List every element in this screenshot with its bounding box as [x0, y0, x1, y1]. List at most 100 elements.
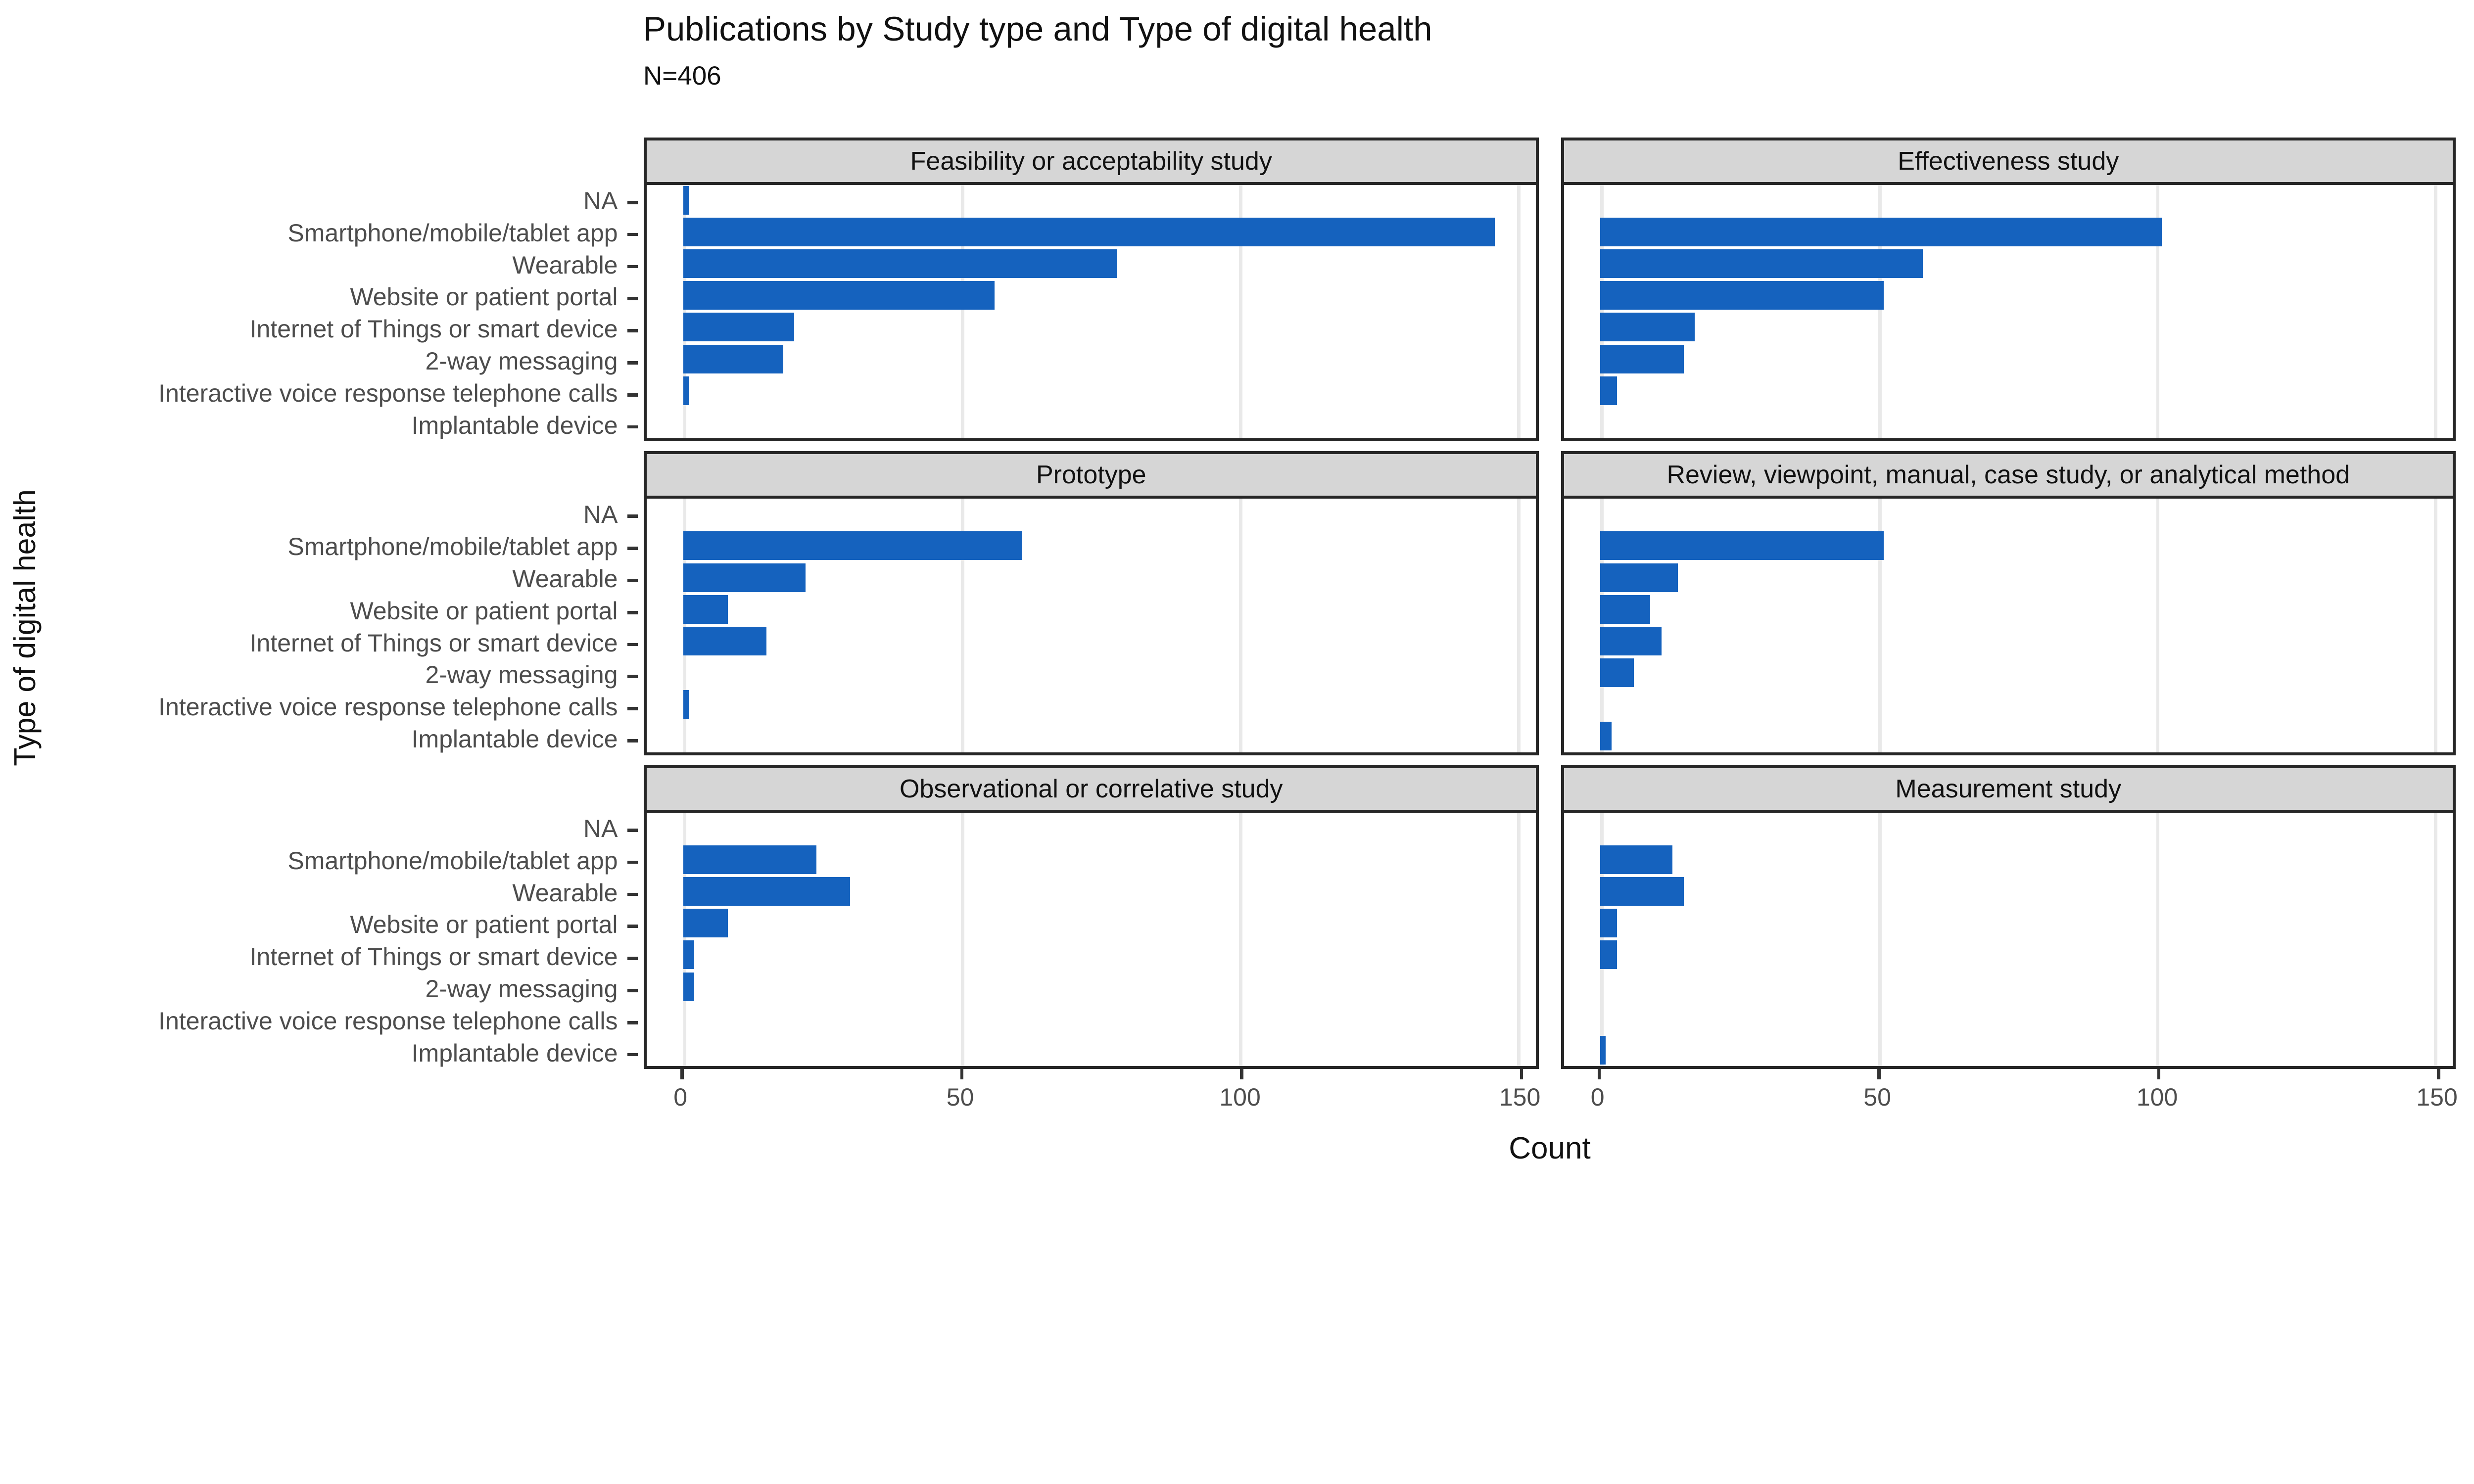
facet-strip-label: Observational or correlative study	[899, 774, 1283, 803]
category-label: Internet of Things or smart device	[249, 629, 618, 657]
major-gridline	[1239, 812, 1242, 1066]
x-tick-label: 100	[2136, 1083, 2178, 1111]
bar	[1600, 1035, 1606, 1065]
y-tick-mark	[627, 1053, 638, 1057]
x-tick-mark	[1520, 1069, 1523, 1079]
figure: Publications by Study type and Type of d…	[0, 9, 2458, 1166]
major-gridline	[961, 498, 965, 752]
bar	[1600, 376, 1617, 405]
category-label: Internet of Things or smart device	[249, 315, 618, 343]
bar	[1600, 940, 1617, 970]
x-axis-ticks: 0 50 100 150	[644, 1069, 1540, 1122]
x-tick-mark	[1877, 1069, 1881, 1079]
category-label: NA	[583, 186, 618, 215]
category-label: Implantable device	[411, 411, 618, 439]
bar	[683, 344, 783, 373]
y-tick-mark	[627, 579, 638, 582]
chart-subtitle: N=406	[643, 61, 721, 91]
category-label: NA	[583, 501, 618, 529]
category-label: Wearable	[512, 565, 618, 593]
major-gridline	[961, 812, 965, 1066]
facet-strip-label: Prototype	[1036, 461, 1146, 489]
facet-strip: Observational or correlative study	[644, 765, 1539, 813]
bar	[1600, 344, 1684, 373]
y-tick-mark	[627, 643, 638, 647]
major-gridline	[683, 812, 687, 1066]
bar	[683, 376, 689, 405]
facet-panel	[1561, 809, 2456, 1069]
y-tick-mark	[627, 329, 638, 332]
major-gridline	[2156, 498, 2160, 752]
category-label: Wearable	[512, 251, 618, 279]
category-label: Website or patient portal	[350, 597, 618, 625]
major-gridline	[2156, 184, 2160, 438]
bar	[1600, 845, 1673, 874]
y-axis-labels: NA Smartphone/mobile/tablet app Wearable We…	[0, 813, 644, 1069]
major-gridline	[961, 184, 965, 438]
bar	[1600, 909, 1617, 938]
bar	[1600, 722, 1612, 751]
y-tick-mark	[627, 1020, 638, 1024]
major-gridline	[1878, 498, 1882, 752]
x-tick-label: 50	[1863, 1083, 1891, 1111]
x-tick-mark	[960, 1069, 964, 1079]
y-axis-labels: NA Smartphone/mobile/tablet app Wearable We…	[0, 185, 644, 442]
bar	[1600, 249, 1923, 278]
y-tick-mark	[627, 425, 638, 429]
bar	[683, 626, 767, 655]
y-tick-mark	[627, 265, 638, 269]
y-tick-mark	[627, 361, 638, 365]
facet-strip: Effectiveness study	[1561, 137, 2456, 185]
bar	[1600, 217, 2162, 246]
major-gridline	[683, 184, 687, 438]
category-label: Wearable	[512, 879, 618, 907]
category-label: Interactive voice response telephone cal…	[158, 693, 618, 721]
bar	[683, 877, 850, 906]
major-gridline	[2156, 812, 2160, 1066]
bar	[683, 940, 695, 970]
bar	[1600, 626, 1662, 655]
major-gridline	[1600, 184, 1604, 438]
major-gridline	[1239, 184, 1242, 438]
x-tick-label: 0	[1590, 1083, 1605, 1111]
y-axis-labels: NA Smartphone/mobile/tablet app Wearable We…	[0, 499, 644, 755]
y-tick-mark	[627, 675, 638, 679]
major-gridline	[1517, 498, 1521, 752]
x-axis-ticks: 0 50 100 150	[1561, 1069, 2458, 1122]
facet-panel	[644, 495, 1539, 755]
facet-panel	[644, 181, 1539, 441]
bar	[1600, 563, 1678, 592]
bar	[1600, 281, 1884, 310]
bar	[683, 690, 689, 719]
category-label: Smartphone/mobile/tablet app	[287, 846, 618, 875]
category-label: Interactive voice response telephone cal…	[158, 379, 618, 407]
bar	[1600, 313, 1695, 342]
y-tick-mark	[627, 514, 638, 518]
major-gridline	[1517, 812, 1521, 1066]
y-tick-mark	[627, 925, 638, 928]
y-tick-mark	[627, 860, 638, 864]
y-tick-mark	[627, 892, 638, 896]
chart-title: Publications by Study type and Type of d…	[643, 9, 1432, 48]
bar	[683, 972, 695, 1001]
y-tick-mark	[627, 988, 638, 992]
facet-panel	[644, 809, 1539, 1069]
x-tick-label: 100	[1219, 1083, 1261, 1111]
category-label: 2-way messaging	[425, 347, 618, 375]
facet-strip-label: Effectiveness study	[1898, 146, 2119, 176]
category-label: 2-way messaging	[425, 661, 618, 689]
bar	[1600, 658, 1634, 688]
major-gridline	[1517, 184, 1521, 438]
y-tick-mark	[627, 828, 638, 832]
y-tick-mark	[627, 707, 638, 711]
y-tick-mark	[627, 957, 638, 960]
facet-strip-label: Review, viewpoint, manual, case study, o…	[1666, 461, 2350, 489]
facet-strip: Prototype	[644, 451, 1539, 499]
x-tick-mark	[680, 1069, 684, 1079]
category-label: Smartphone/mobile/tablet app	[287, 219, 618, 247]
x-axis-title: Count	[1509, 1131, 1591, 1165]
facet-grid: Count Feasibility or acceptability study…	[0, 137, 2458, 1166]
category-label: NA	[583, 814, 618, 842]
x-tick-mark	[2437, 1069, 2440, 1079]
bar	[683, 217, 1495, 246]
